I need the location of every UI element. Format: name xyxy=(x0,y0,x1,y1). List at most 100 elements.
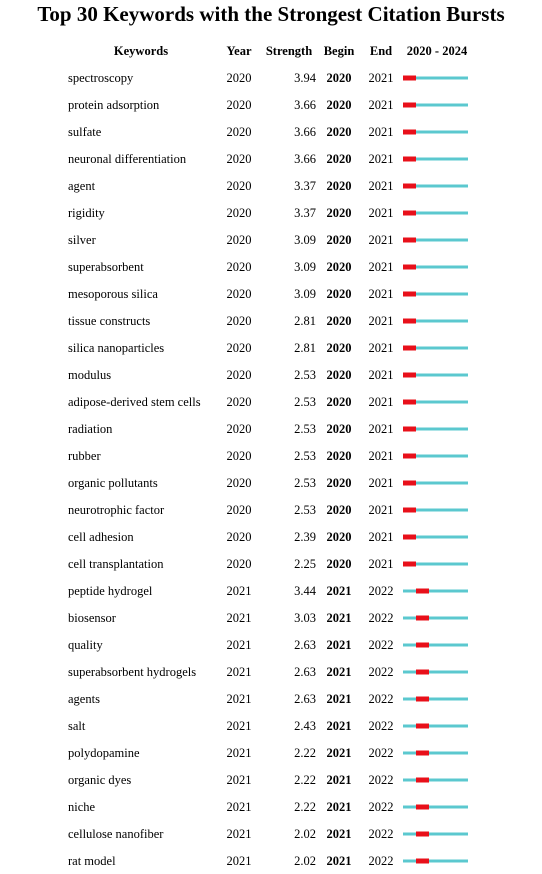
begin-value: 2020 xyxy=(327,341,352,355)
begin-value: 2021 xyxy=(327,746,352,760)
keyword-label: sulfate xyxy=(68,125,102,139)
end-value: 2021 xyxy=(369,449,394,463)
burst-bar xyxy=(416,858,429,864)
chart-title: Top 30 Keywords with the Strongest Citat… xyxy=(37,2,505,26)
burst-bar xyxy=(403,480,416,486)
year-value: 2020 xyxy=(227,503,252,517)
keyword-label: cellulose nanofiber xyxy=(68,827,164,841)
end-value: 2022 xyxy=(369,746,394,760)
keyword-label: agents xyxy=(68,692,100,706)
begin-value: 2020 xyxy=(327,287,352,301)
header-row: Keywords Year Strength Begin End 2020 - … xyxy=(114,44,468,58)
table-row: modulus 2020 2.53 2020 2021 xyxy=(68,368,468,382)
begin-value: 2020 xyxy=(327,503,352,517)
header-year: Year xyxy=(227,44,252,58)
keyword-label: adipose-derived stem cells xyxy=(68,395,201,409)
keyword-label: rubber xyxy=(68,449,101,463)
end-value: 2021 xyxy=(369,503,394,517)
table-row: agents 2021 2.63 2021 2022 xyxy=(68,692,468,706)
keyword-label: quality xyxy=(68,638,103,652)
table-row: cell transplantation 2020 2.25 2020 2021 xyxy=(68,557,468,571)
keyword-label: cell adhesion xyxy=(68,530,134,544)
strength-value: 3.94 xyxy=(294,71,317,85)
strength-value: 2.63 xyxy=(294,638,316,652)
keyword-label: protein adsorption xyxy=(68,98,160,112)
burst-bar xyxy=(416,588,429,594)
strength-value: 2.81 xyxy=(294,341,316,355)
begin-value: 2021 xyxy=(327,854,352,868)
keyword-label: salt xyxy=(68,719,86,733)
begin-value: 2020 xyxy=(327,71,352,85)
strength-value: 2.53 xyxy=(294,422,316,436)
strength-value: 2.53 xyxy=(294,476,316,490)
end-value: 2021 xyxy=(369,557,394,571)
strength-value: 3.66 xyxy=(294,125,316,139)
strength-value: 2.53 xyxy=(294,449,316,463)
burst-bar xyxy=(403,534,416,540)
begin-value: 2021 xyxy=(327,773,352,787)
begin-value: 2020 xyxy=(327,179,352,193)
year-value: 2021 xyxy=(227,665,252,679)
end-value: 2021 xyxy=(369,71,394,85)
burst-bar xyxy=(403,453,416,459)
end-value: 2021 xyxy=(369,530,394,544)
burst-bar xyxy=(403,156,416,162)
year-value: 2021 xyxy=(227,854,252,868)
table-row: rat model 2021 2.02 2021 2022 xyxy=(68,854,468,868)
end-value: 2022 xyxy=(369,611,394,625)
year-value: 2020 xyxy=(227,449,252,463)
end-value: 2022 xyxy=(369,773,394,787)
end-value: 2022 xyxy=(369,800,394,814)
table-row: agent 2020 3.37 2020 2021 xyxy=(68,179,468,193)
strength-value: 2.02 xyxy=(294,854,316,868)
strength-value: 3.03 xyxy=(294,611,316,625)
table-row: adipose-derived stem cells 2020 2.53 2020 20… xyxy=(68,395,468,409)
end-value: 2022 xyxy=(369,638,394,652)
begin-value: 2021 xyxy=(327,827,352,841)
keyword-label: superabsorbent hydrogels xyxy=(68,665,196,679)
keyword-label: neurotrophic factor xyxy=(68,503,165,517)
end-value: 2022 xyxy=(369,665,394,679)
year-value: 2020 xyxy=(227,368,252,382)
burst-bar xyxy=(403,318,416,324)
strength-value: 3.09 xyxy=(294,233,316,247)
strength-value: 2.43 xyxy=(294,719,316,733)
burst-bar xyxy=(416,642,429,648)
keyword-label: peptide hydrogel xyxy=(68,584,153,598)
end-value: 2022 xyxy=(369,584,394,598)
year-value: 2020 xyxy=(227,314,252,328)
header-end: End xyxy=(370,44,392,58)
burst-bar xyxy=(403,561,416,567)
table-row: organic pollutants 2020 2.53 2020 2021 xyxy=(68,476,468,490)
end-value: 2021 xyxy=(369,98,394,112)
begin-value: 2020 xyxy=(327,206,352,220)
end-value: 2021 xyxy=(369,125,394,139)
year-value: 2021 xyxy=(227,827,252,841)
begin-value: 2020 xyxy=(327,557,352,571)
begin-value: 2020 xyxy=(327,395,352,409)
begin-value: 2021 xyxy=(327,719,352,733)
strength-value: 2.02 xyxy=(294,827,316,841)
burst-bar xyxy=(403,372,416,378)
year-value: 2021 xyxy=(227,638,252,652)
table-row: salt 2021 2.43 2021 2022 xyxy=(68,719,468,733)
strength-value: 3.37 xyxy=(294,206,316,220)
begin-value: 2021 xyxy=(327,692,352,706)
keyword-label: silver xyxy=(68,233,97,247)
year-value: 2020 xyxy=(227,179,252,193)
keyword-label: tissue constructs xyxy=(68,314,150,328)
strength-value: 3.66 xyxy=(294,152,316,166)
burst-bar xyxy=(416,831,429,837)
table-row: superabsorbent hydrogels 2021 2.63 2021 2022 xyxy=(68,665,468,679)
burst-bar xyxy=(403,291,416,297)
table-row: neurotrophic factor 2020 2.53 2020 2021 xyxy=(68,503,468,517)
strength-value: 3.09 xyxy=(294,260,316,274)
keyword-label: rat model xyxy=(68,854,116,868)
strength-value: 3.44 xyxy=(294,584,317,598)
keyword-label: niche xyxy=(68,800,96,814)
end-value: 2021 xyxy=(369,152,394,166)
burst-bar xyxy=(416,615,429,621)
begin-value: 2020 xyxy=(327,152,352,166)
